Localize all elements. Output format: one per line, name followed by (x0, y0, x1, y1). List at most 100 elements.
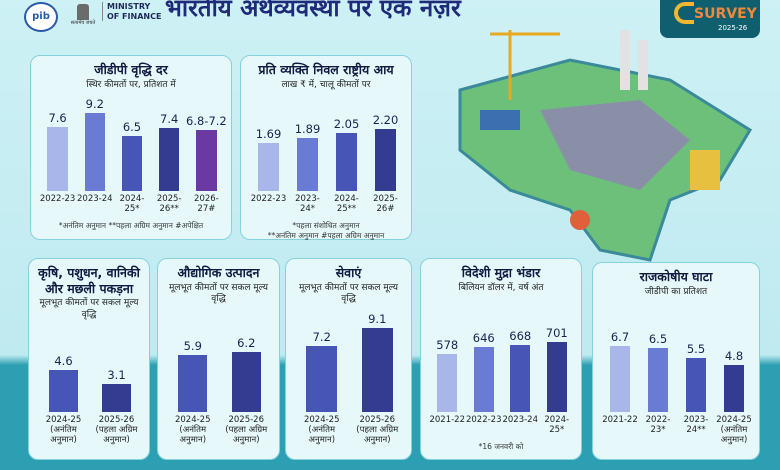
bar (685, 357, 707, 412)
x-tick-label: 2024-25 (अनंतिम अनुमान) (174, 415, 211, 446)
page-title: भारतीय अर्थव्यवस्था पर एक नज़र (165, 0, 461, 22)
x-tick-label: 2021-22 (602, 415, 638, 425)
value-label: 2.20 (372, 113, 399, 127)
chart-panel: औद्योगिक उत्पादन मूलभूत कीमतों पर सकल मूल… (157, 258, 280, 460)
bar (335, 133, 358, 191)
emblem: सत्यमेव जयते (70, 4, 96, 26)
chart-panel: प्रति व्यक्ति निवल राष्ट्रीय आय लाख ₹ में… (240, 55, 412, 240)
bar (196, 129, 217, 191)
chart-title: विदेशी मुद्रा भंडार (461, 265, 541, 280)
value-label: 2.05 (333, 117, 360, 132)
illustration (458, 30, 753, 262)
survey-year: 2025-26 (718, 24, 748, 32)
chart-title: औद्योगिक उत्पादन (177, 265, 260, 280)
warehouse (690, 150, 720, 190)
value-label: 1.69 (255, 127, 282, 142)
bar (257, 143, 280, 191)
bar (47, 126, 68, 191)
value-label: 5.5 (686, 341, 706, 356)
value-label: 6.2 (237, 336, 256, 350)
x-tick-label: 2023-24 (77, 194, 113, 204)
x-tick-label: 2021-22 (429, 415, 465, 425)
city-block (540, 100, 690, 190)
survey-text: SURVEY (694, 6, 757, 22)
chart-panel: राजकोषीय घाटा जीडीपी का प्रतिशत 6.7 2021-22… (592, 262, 760, 460)
chart-panel: जीडीपी वृद्धि दर स्थिर कीमतों पर, प्रतिशत… (30, 55, 232, 240)
chart-title: जीडीपी वृद्धि दर (94, 62, 168, 77)
value-label: 5.9 (183, 338, 202, 353)
footnote: *पहला संशोधित अनुमान (292, 221, 360, 230)
value-label: 7.2 (312, 329, 331, 344)
chart-subtitle: बिलियन डॉलर में, वर्ष अंत (458, 282, 544, 293)
bar (374, 129, 397, 191)
bar (101, 383, 132, 412)
footnote: *अनंतिम अनुमान **पहला अग्रिम अनुमान #अपे… (58, 221, 204, 230)
x-tick-label: 2025-26** (156, 194, 182, 215)
value-label: 9.1 (368, 312, 387, 326)
bar (178, 354, 208, 412)
chart-title: राजकोषीय घाटा (639, 269, 713, 284)
x-tick-label: 2022-23 (39, 194, 76, 204)
ministry: MINISTRY OF FINANCE (102, 2, 165, 22)
bar (546, 342, 567, 412)
footnote: **अनंतिम अनुमान #पहला अग्रिम अनुमान (267, 231, 385, 240)
chart-panel: सेवाएं मूलभूत कीमतों पर सकल मूल्य वृद्धि 7… (285, 258, 412, 460)
x-tick-label: 2022-23 (250, 194, 287, 204)
value-label: 6.5 (648, 331, 668, 346)
chimney (638, 40, 648, 90)
chart-title: कृषि, पशुधन, वानिकी और मछली पकड़ना (38, 265, 140, 296)
value-label: 4.8 (724, 348, 744, 363)
value-label: 3.1 (107, 367, 126, 382)
x-tick-label: 2023-24 (502, 415, 538, 425)
value-label: 4.6 (54, 354, 73, 368)
survey-badge: SURVEY 2025-26 (660, 0, 760, 38)
x-tick-label: 2025-26 (पहला अग्रिम अनुमान) (356, 415, 399, 446)
bar (84, 113, 106, 191)
chart-title: प्रति व्यक्ति निवल राष्ट्रीय आय (258, 62, 394, 77)
chart-subtitle: लाख ₹ में, चालू कीमतों पर (281, 79, 371, 90)
bar (510, 345, 531, 412)
value-label: 6.8-7.2 (186, 113, 227, 128)
chart-subtitle: मूलभूत कीमतों पर सकल मूल्य वृद्धि (298, 282, 399, 305)
x-tick-label: 2025-26 (पहला अग्रिम अनुमान) (225, 415, 268, 446)
value-label: 668 (509, 329, 532, 344)
x-tick-label: 2024-25** (334, 194, 359, 215)
footnote: *16 जनवरी को (478, 442, 524, 451)
chart-subtitle: मूलभूत कीमतों पर सकल मूल्य वृद्धि (168, 282, 269, 305)
x-tick-label: 2025-26# (373, 194, 398, 215)
x-tick-label: 2025-26 (पहला अग्रिम अनुमान) (95, 415, 138, 446)
bar (231, 352, 261, 412)
x-tick-label: 2024-25 (अनंतिम अनुमान) (45, 415, 82, 446)
bar (306, 345, 337, 412)
x-tick-label: 2024-25* (119, 194, 145, 215)
value-label: 701 (545, 326, 568, 340)
chart-subtitle: मूलभूत कीमतों पर सकल मूल्य वृद्धि (39, 298, 139, 320)
badge-icon (674, 2, 694, 24)
bar (361, 328, 393, 412)
x-tick-label: 2022-23* (645, 415, 671, 436)
bar (121, 135, 143, 191)
x-tick-label: 2024-25* (544, 415, 570, 436)
value-label: 7.6 (48, 110, 67, 125)
bar (48, 370, 79, 412)
value-label: 6.7 (610, 330, 630, 344)
bar (647, 347, 669, 412)
bar (437, 354, 458, 412)
bar (296, 137, 319, 191)
value-label: 7.4 (160, 112, 179, 127)
x-tick-label: 2024-25 (अनंतिम अनुमान) (303, 415, 340, 446)
bar (723, 364, 745, 412)
chart-subtitle: स्थिर कीमतों पर, प्रतिशत में (86, 79, 176, 90)
chimney (620, 30, 630, 90)
chart-subtitle: जीडीपी का प्रतिशत (644, 286, 708, 297)
x-tick-label: 2024-25 (अनंतिम अनुमान) (716, 415, 752, 446)
solar (480, 110, 520, 130)
chart-panel: कृषि, पशुधन, वानिकी और मछली पकड़ना मूलभूत… (28, 258, 150, 460)
target (570, 210, 590, 230)
bar (158, 128, 180, 191)
value-label: 6.5 (122, 119, 142, 134)
value-label: 9.2 (85, 97, 104, 111)
bar (609, 346, 631, 412)
bar (473, 347, 494, 412)
